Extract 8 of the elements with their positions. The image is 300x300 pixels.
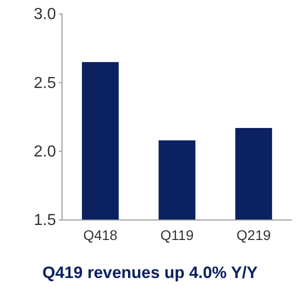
y-tick-label: 2.0: [34, 143, 56, 160]
x-tick-label: Q418: [83, 226, 118, 243]
text: Q419 revenues up 4.0% Y/Y: [42, 264, 258, 282]
y-tick-label: 1.5: [34, 212, 56, 230]
x-tick-label: Q219: [236, 226, 272, 243]
y-tick-label: 3.0: [34, 6, 56, 24]
x-tick-label: Q119: [160, 226, 194, 243]
y-tick-label: 2.5: [34, 74, 56, 92]
